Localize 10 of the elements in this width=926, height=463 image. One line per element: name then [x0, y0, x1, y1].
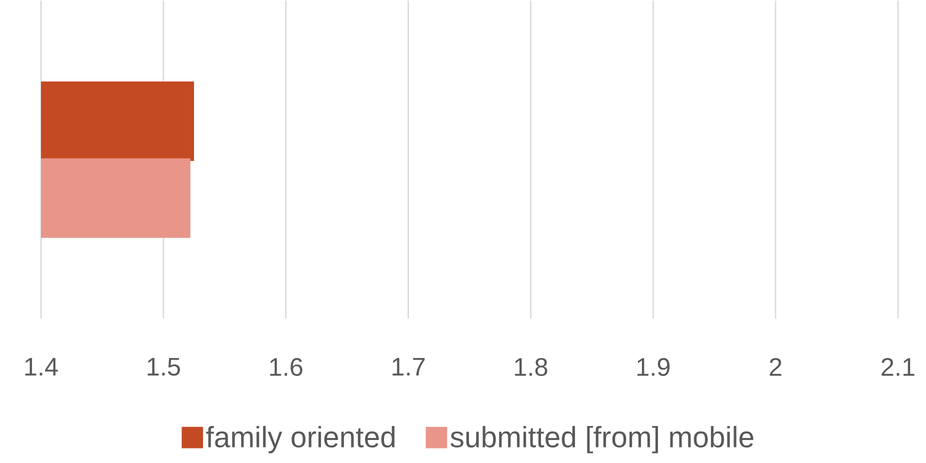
x-tick-label: 2.1: [882, 358, 914, 376]
x-tick-label: 1.4: [25, 358, 58, 376]
legend-label: family oriented: [206, 426, 395, 454]
legend-label: submitted [from] mobile: [450, 426, 754, 454]
x-tick-label: 1.6: [270, 358, 302, 376]
x-tick-label: 2: [770, 358, 782, 376]
x-tick-label: 1.8: [515, 358, 548, 376]
x-tick-label: 1.5: [148, 358, 180, 376]
x-tick-label: 1.7: [392, 358, 425, 376]
x-tick-label: 1.9: [637, 358, 670, 376]
